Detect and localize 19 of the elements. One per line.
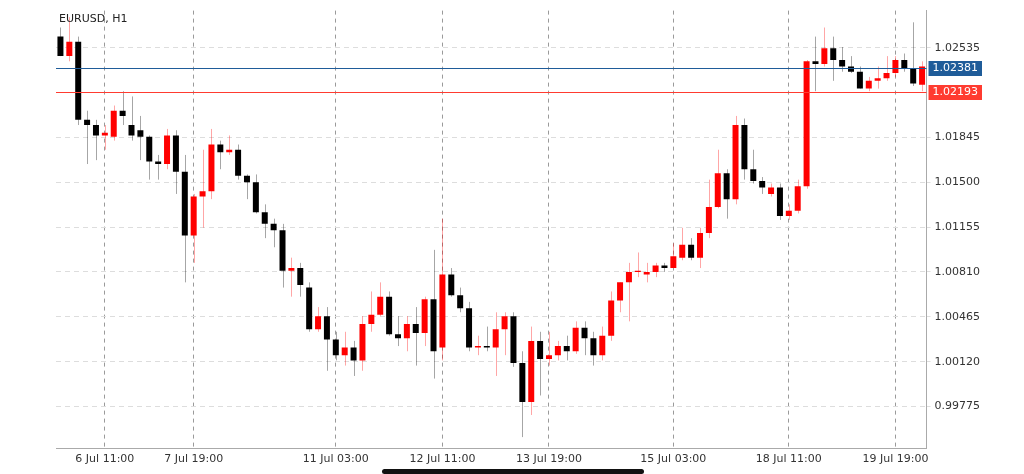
- x-tick-label: 11 Jul 03:00: [302, 452, 369, 466]
- y-tick-label: 1.00120: [934, 354, 981, 368]
- ref-line-label: 1.02193: [932, 85, 979, 99]
- x-tick-label: 13 Jul 19:00: [516, 452, 582, 466]
- y-tick-label: 1.00465: [934, 309, 981, 323]
- y-tick-label: 1.01500: [934, 175, 981, 189]
- x-tick-label: 15 Jul 03:00: [640, 452, 707, 466]
- ref-line-label: 1.02381: [932, 61, 979, 75]
- x-tick-label: 6 Jul 11:00: [75, 452, 135, 466]
- y-tick-label: 1.01845: [934, 130, 981, 144]
- x-tick-label: 18 Jul 11:00: [755, 452, 822, 466]
- x-tick-label: 7 Jul 19:00: [164, 452, 224, 466]
- y-tick-label: 0.99775: [934, 399, 981, 413]
- x-tick-label: 19 Jul 19:00: [862, 452, 929, 466]
- y-tick-label: 1.00810: [934, 264, 981, 278]
- chart-title: EURUSD, H1: [59, 11, 128, 25]
- x-tick-label: 12 Jul 11:00: [409, 452, 476, 466]
- y-tick-label: 1.01155: [934, 219, 981, 233]
- y-tick-label: 1.02535: [934, 40, 981, 54]
